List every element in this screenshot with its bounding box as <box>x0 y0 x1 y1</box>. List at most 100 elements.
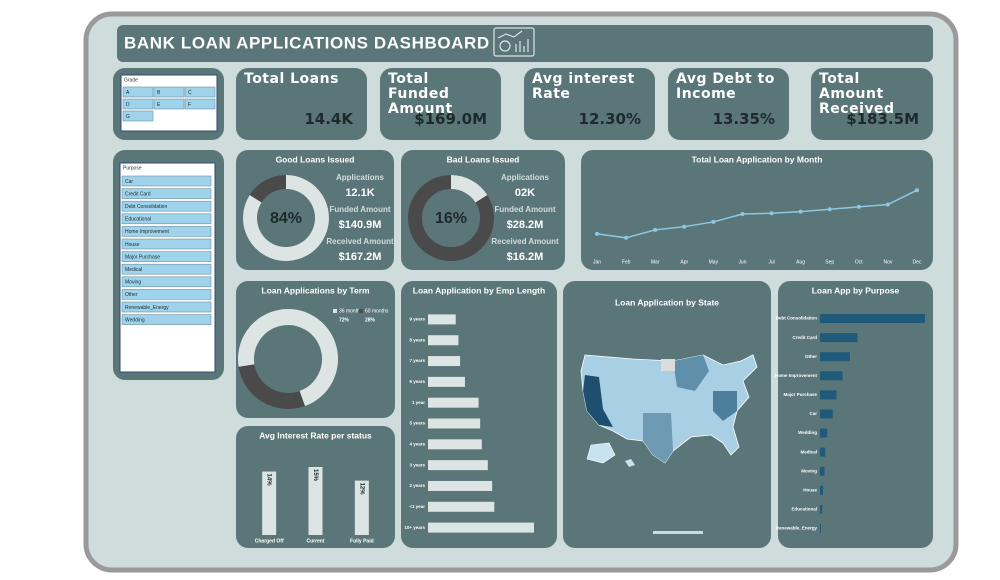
bar <box>820 314 925 324</box>
slicer-item[interactable] <box>122 98 154 110</box>
x-tick-label: Mar <box>651 259 660 265</box>
slicer-item-label: Other <box>125 292 138 298</box>
y-tick-label: House <box>803 487 817 492</box>
x-tick-label: Jan <box>593 259 601 265</box>
x-tick-label: Oct <box>855 259 863 265</box>
kpi-value: 14.4K <box>304 110 353 128</box>
slicer-item[interactable] <box>184 98 216 110</box>
point <box>711 219 716 224</box>
bar <box>820 485 823 495</box>
x-tick-label: Apr <box>680 259 688 265</box>
value-label: 72% <box>339 317 350 323</box>
point <box>827 207 832 212</box>
point <box>798 209 803 214</box>
stat-value: $16.2M <box>507 251 544 263</box>
point <box>595 231 599 236</box>
slicer-item-label: A <box>126 90 130 96</box>
slicer-item-label: F <box>188 102 191 108</box>
slicer-item-label: Debt Consolidation <box>125 204 167 210</box>
slicer-item-label: Renewable_Energy <box>125 305 169 311</box>
stat-label: Funded Amount <box>329 205 390 214</box>
title-icon <box>493 27 535 57</box>
map-region <box>673 355 709 391</box>
slicer-item[interactable] <box>121 175 212 187</box>
y-tick-label: 6 years <box>409 379 425 384</box>
slicer-item[interactable] <box>121 238 212 250</box>
y-tick-label: 4 years <box>409 442 425 447</box>
bar <box>820 504 823 514</box>
kpi-card: Total Loans 14.4K <box>236 68 367 140</box>
slicer-item-label: Credit Card <box>125 191 151 197</box>
chart-title: Loan Application by Emp Length <box>413 285 545 295</box>
y-tick-label: 9 years <box>409 317 425 322</box>
bar <box>820 523 821 533</box>
bar <box>354 480 369 535</box>
chart-title: Good Loans Issued <box>276 154 355 164</box>
chart-title: Loan App by Purpose <box>812 285 900 295</box>
slicer-item-label: House <box>125 242 140 248</box>
slicer-item[interactable] <box>121 289 212 300</box>
slicer-item[interactable] <box>121 314 212 325</box>
kpi-card: Avg interest Rate 12.30% <box>524 68 655 140</box>
panel <box>236 68 367 140</box>
bar <box>820 428 828 438</box>
slicer-item[interactable] <box>122 86 154 98</box>
x-tick-label: Jun <box>738 259 746 265</box>
y-tick-label: Car <box>809 411 817 416</box>
bar <box>428 376 465 387</box>
kpi-value: $169.0M <box>414 110 487 128</box>
map-scale <box>653 531 703 534</box>
slicer-item-label: Educational <box>125 217 151 223</box>
panel <box>524 68 655 140</box>
slicer-item[interactable] <box>121 263 212 275</box>
panel <box>581 150 933 270</box>
bar <box>820 371 843 381</box>
donut-arc <box>243 175 329 261</box>
value-label: 28% <box>365 317 376 323</box>
x-tick-label: Jul <box>768 259 774 265</box>
slicer-item[interactable] <box>121 251 212 262</box>
slicer-item[interactable] <box>153 86 185 98</box>
slicer-item[interactable] <box>122 110 154 122</box>
kpi-label: Avg interest Rate <box>532 71 635 102</box>
slicer-item-label: G <box>126 114 130 120</box>
y-tick-label: Educational <box>791 507 817 512</box>
bar <box>428 335 459 346</box>
panel <box>380 68 501 140</box>
bar <box>428 522 534 533</box>
chart-title: Bad Loans Issued <box>447 154 520 164</box>
y-tick-label: 7 years <box>409 358 425 363</box>
bar <box>820 466 825 476</box>
bar <box>308 467 323 535</box>
line <box>596 189 918 239</box>
slicer-item[interactable] <box>121 301 212 313</box>
bar <box>820 352 850 362</box>
panel <box>778 281 933 548</box>
kpi-card: Total Amount Received $183.5M <box>811 68 933 140</box>
slicer-item[interactable] <box>121 200 212 212</box>
value-label: 12% <box>358 483 364 496</box>
donut-arc <box>450 175 488 203</box>
us-map <box>580 354 758 534</box>
map-region <box>713 391 737 421</box>
slicer-item[interactable] <box>121 213 212 225</box>
kpi-label: Total Loans <box>244 71 339 87</box>
legend-swatch <box>359 309 363 313</box>
x-tick-label: Feb <box>622 259 631 265</box>
kpi-label: Total Amount Received <box>819 71 895 117</box>
bar <box>428 501 495 512</box>
y-tick-label: Major Purchase <box>783 392 817 397</box>
legend-label: 36 months <box>339 308 363 314</box>
slicer-item[interactable] <box>121 276 212 288</box>
legend-label: 60 months <box>365 308 389 314</box>
legend-swatch <box>333 309 337 313</box>
slicer-item[interactable] <box>184 86 216 98</box>
stat-label: Received Amount <box>326 237 394 246</box>
kpi-card: Avg Debt to Income 13.35% <box>668 68 789 140</box>
dashboard-title: BANK LOAN APPLICATIONS DASHBOARD <box>124 33 490 52</box>
slicer-item[interactable] <box>153 98 185 110</box>
slicer-item[interactable] <box>121 226 212 237</box>
y-tick-label: Other <box>805 354 817 359</box>
chart-title: Avg Interest Rate per status <box>259 430 372 440</box>
slicer-item[interactable] <box>121 188 212 199</box>
